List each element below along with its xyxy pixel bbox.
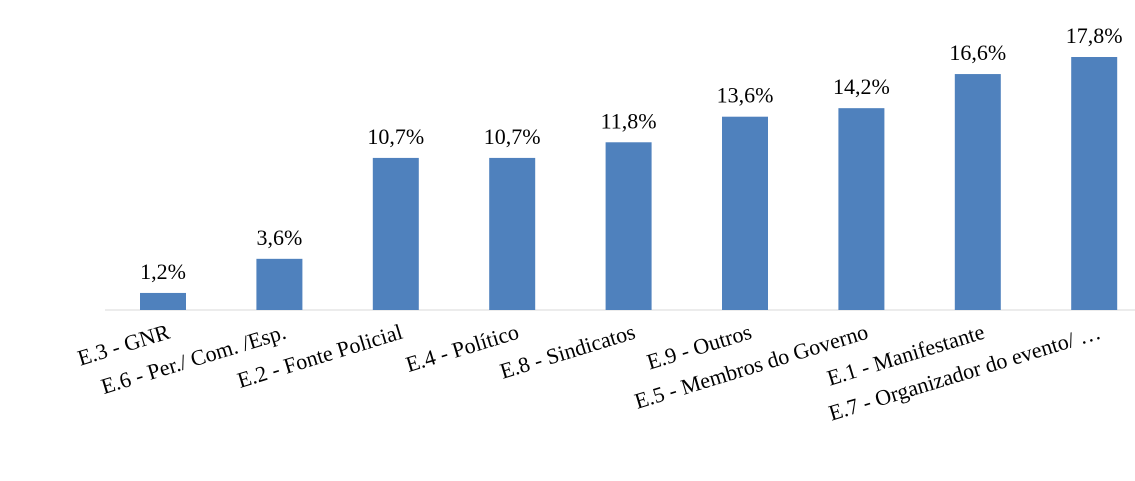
data-label: 11,8% [601, 108, 657, 133]
data-label: 1,2% [140, 259, 186, 284]
bar [256, 258, 303, 310]
bar [140, 292, 186, 310]
bar [605, 142, 652, 310]
bar [1071, 57, 1118, 310]
x-tick-label: E.8 - Sindicatos [497, 319, 638, 384]
bar [372, 157, 419, 310]
data-label: 14,2% [833, 74, 890, 99]
data-label: 3,6% [256, 225, 302, 250]
data-label: 17,8% [1066, 23, 1123, 48]
data-label: 16,6% [949, 40, 1006, 65]
data-label: 13,6% [717, 83, 774, 108]
bar [954, 74, 1001, 310]
bar [838, 108, 885, 310]
data-label: 10,7% [484, 124, 541, 149]
bar [489, 157, 536, 310]
bar [722, 116, 768, 311]
data-label: 10,7% [367, 124, 424, 149]
